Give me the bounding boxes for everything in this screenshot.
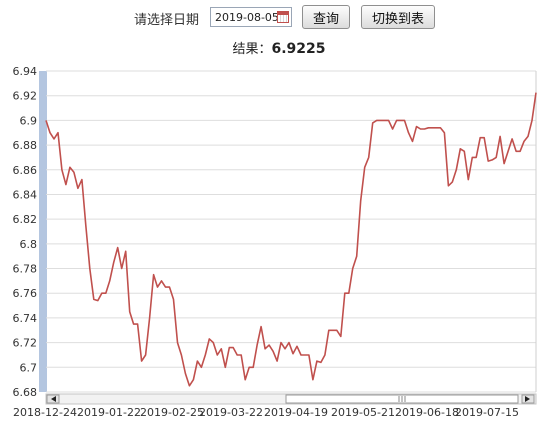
horizontal-scrollbar[interactable] <box>45 393 537 405</box>
x-tick-label: 2019-01-22 <box>77 406 141 419</box>
x-tick-label: 2019-02-25 <box>140 406 204 419</box>
chevron-left-icon <box>51 396 56 402</box>
y-axis-band <box>39 71 47 392</box>
x-tick-labels: 2018-12-24 2019-01-22 2019-02-252019-03-22… <box>13 406 519 419</box>
chevron-right-icon <box>525 396 530 402</box>
y-tick-label: 6.68 <box>13 386 38 399</box>
calendar-icon[interactable] <box>277 11 289 23</box>
x-tick-label: 2018-12-24 <box>13 406 77 419</box>
result-label: 结果： <box>232 42 272 57</box>
toolbar: 请选择日期 查询 切换到表 <box>0 4 558 30</box>
series-layer <box>45 92 537 387</box>
y-tick-label: 6.82 <box>13 213 38 226</box>
date-input[interactable] <box>211 8 279 26</box>
y-tick-label: 6.8 <box>20 238 38 251</box>
y-axis-band-fill <box>39 71 47 392</box>
y-tick-label: 6.9 <box>20 114 38 127</box>
grid-lines <box>46 70 536 393</box>
series-line <box>45 92 537 387</box>
x-tick-label: 2019-05-21 <box>331 406 395 419</box>
query-button[interactable]: 查询 <box>302 5 350 29</box>
date-label: 请选择日期 <box>134 13 200 28</box>
y-tick-label: 6.92 <box>13 90 38 103</box>
x-tick-label: 2019-04-19 <box>264 406 328 419</box>
x-tick-label: 2019-06-18 <box>395 406 459 419</box>
y-tick-label: 6.72 <box>13 337 38 350</box>
y-tick-label: 6.84 <box>13 188 38 201</box>
y-tick-label: 6.94 <box>13 65 38 78</box>
y-tick-label: 6.78 <box>13 263 38 276</box>
result-value: 6.9225 <box>271 41 326 57</box>
switch-to-table-button[interactable]: 切换到表 <box>361 5 435 29</box>
y-tick-label: 6.88 <box>13 139 38 152</box>
y-tick-label: 6.86 <box>13 164 38 177</box>
x-tick-label: 2019-07-15 <box>455 406 519 419</box>
y-tick-label: 6.74 <box>13 312 38 325</box>
x-tick-label: 2019-03-22 <box>199 406 263 419</box>
y-tick-label: 6.7 <box>20 361 38 374</box>
result-line: 结果：6.9225 <box>0 38 558 57</box>
date-picker[interactable] <box>210 7 292 27</box>
y-tick-labels: 6.94 6.92 6.9 6.88 6.86 6.84 6.82 6.8 6.78 6.76 6.… <box>13 65 38 399</box>
y-tick-label: 6.76 <box>13 287 38 300</box>
